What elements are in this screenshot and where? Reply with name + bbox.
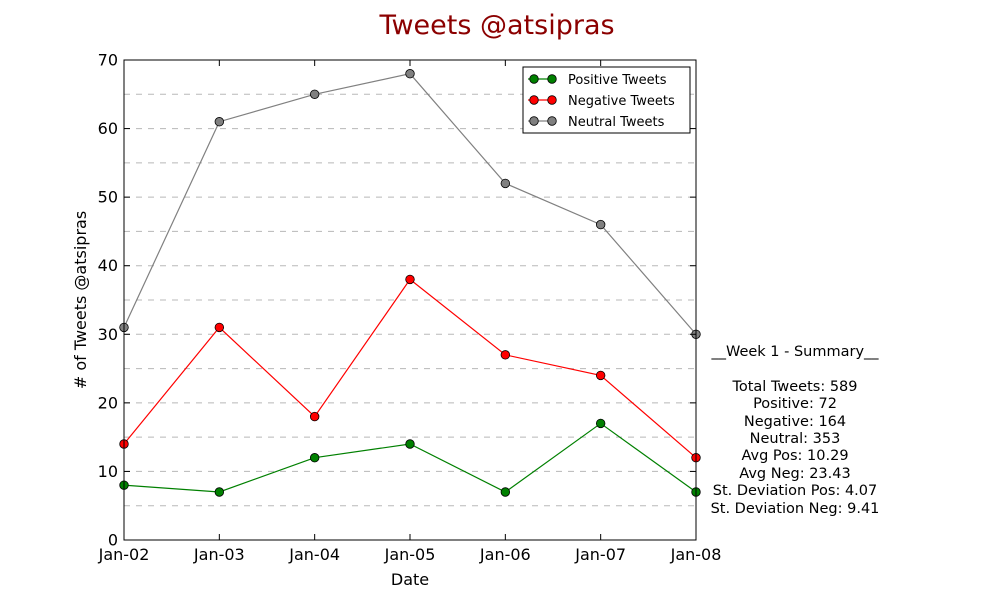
summary-negative: Negative: 164 [743, 413, 847, 430]
legend-marker-positive-tweets [547, 74, 557, 84]
summary-heading: __Week 1 - Summary__ [711, 344, 879, 360]
legend-marker-negative-tweets [547, 95, 557, 105]
data-point-positive-tweets [309, 453, 320, 463]
y-tick-label: 20 [98, 393, 118, 412]
data-point-neutral-tweets [405, 69, 415, 79]
legend-marker-positive-tweets [529, 74, 539, 84]
summary-spacer [700, 361, 890, 378]
legend-label-negative-tweets: Negative Tweets [568, 94, 675, 109]
plot-series [119, 69, 701, 497]
y-tick-label: 10 [98, 462, 118, 481]
data-point-negative-tweets [500, 350, 511, 360]
data-point-positive-tweets [500, 487, 511, 497]
summary-total: Total Tweets: 589 [732, 378, 858, 395]
y-tick-label: 50 [98, 188, 118, 207]
y-axis-label: # of Tweets @atsipras [71, 211, 90, 389]
data-point-positive-tweets [405, 439, 415, 449]
x-tick-label: Jan-06 [479, 545, 531, 564]
data-point-negative-tweets [405, 274, 415, 285]
summary-std-neg: St. Deviation Neg: 9.41 [710, 500, 880, 517]
summary-std-pos: St. Deviation Pos: 4.07 [712, 483, 878, 500]
x-tick-label: Jan-03 [193, 545, 245, 564]
data-point-neutral-tweets [214, 117, 225, 127]
x-tick-label: Jan-08 [670, 545, 722, 564]
summary-panel: __Week 1 - Summary__ Total Tweets: 589 P… [700, 344, 890, 518]
data-point-negative-tweets [595, 370, 606, 381]
series-line-positive-tweets [123, 422, 697, 493]
x-axis-label: Date [391, 570, 429, 589]
summary-avg-pos: Avg Pos: 10.29 [741, 448, 849, 465]
x-tick-label: Jan-04 [288, 545, 340, 564]
data-point-positive-tweets [595, 418, 606, 429]
y-tick-label: 40 [98, 256, 118, 275]
legend: Positive Tweets Negative Tweets Neutral Tw… [522, 66, 691, 134]
data-point-negative-tweets [309, 411, 320, 422]
axis-ticks: 0 10 20 30 40 50 60 70 Jan-02 Jan-03 Jan-04 Jan-05 J… [98, 51, 722, 565]
summary-avg-neg: Avg Neg: 23.43 [739, 465, 851, 482]
x-tick-label: Jan-02 [98, 545, 150, 564]
summary-positive: Positive: 72 [753, 396, 837, 413]
data-point-neutral-tweets [595, 219, 606, 230]
summary-neutral: Neutral: 353 [749, 431, 841, 448]
legend-marker-neutral-tweets [529, 116, 539, 126]
x-tick-label: Jan-05 [384, 545, 436, 564]
legend-marker-negative-tweets [529, 95, 539, 105]
y-tick-label: 60 [98, 119, 118, 138]
legend-label-neutral-tweets: Neutral Tweets [568, 115, 665, 130]
data-point-positive-tweets [214, 487, 225, 497]
chart-title: Tweets @atsipras [378, 10, 614, 41]
x-tick-label: Jan-07 [574, 545, 626, 564]
y-tick-label: 70 [98, 51, 118, 70]
data-point-neutral-tweets [500, 178, 511, 189]
data-point-neutral-tweets [309, 89, 320, 99]
legend-label-positive-tweets: Positive Tweets [568, 73, 667, 88]
y-tick-label: 0 [108, 531, 118, 550]
data-point-negative-tweets [214, 322, 225, 333]
y-tick-label: 30 [98, 325, 118, 344]
legend-marker-neutral-tweets [547, 116, 557, 126]
